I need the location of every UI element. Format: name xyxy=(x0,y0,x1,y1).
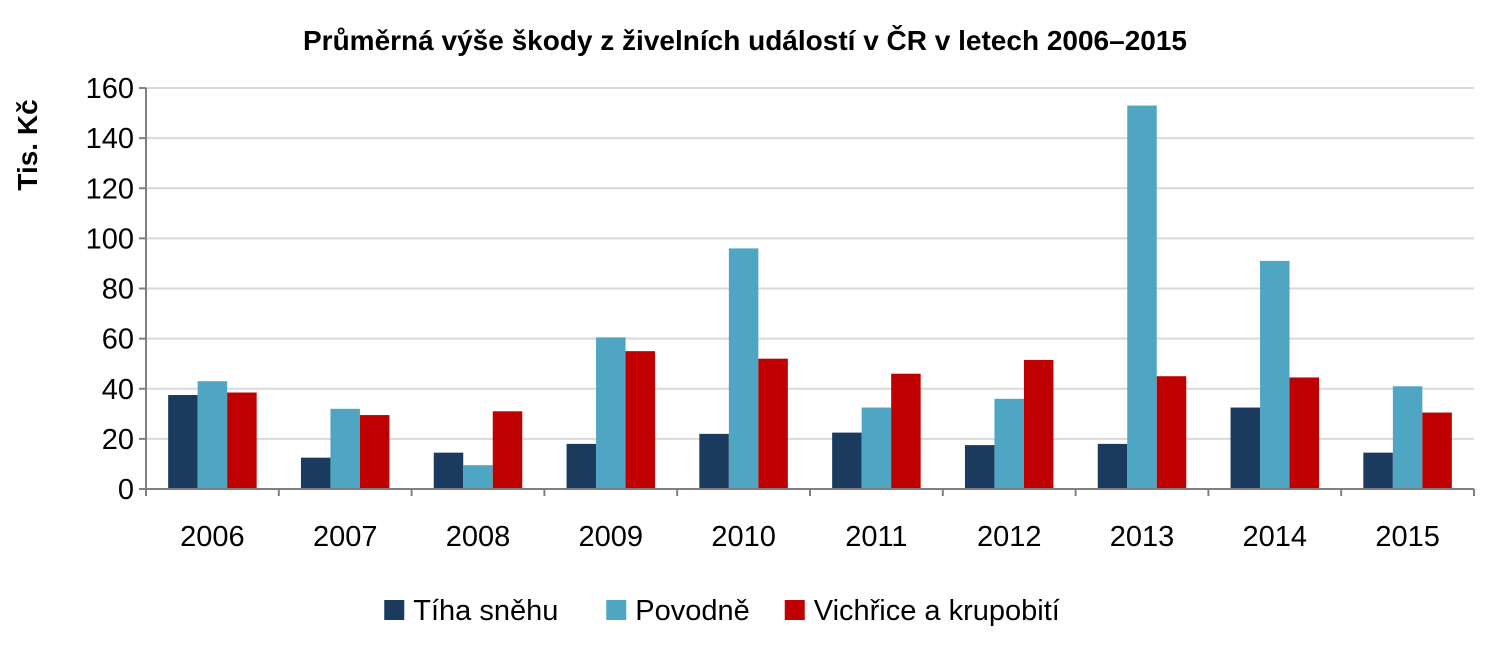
legend: Tíha sněhu Povodně Vichřice a krupobití xyxy=(384,595,1060,627)
bar xyxy=(168,395,198,489)
x-tick-label: 2013 xyxy=(1110,521,1175,553)
bar xyxy=(227,392,257,489)
axes: 0 20 40 60 80 100 120 140 160 2006 2007 2008 2009 201… xyxy=(86,73,1475,553)
y-tick-label: 140 xyxy=(86,123,134,155)
x-tick-label: 2008 xyxy=(446,521,511,553)
bar xyxy=(492,411,523,489)
bar xyxy=(566,443,597,489)
legend-label: Vichřice a krupobití xyxy=(814,595,1060,627)
bar xyxy=(891,373,921,489)
bar xyxy=(728,248,759,489)
x-tick-label: 2009 xyxy=(579,521,644,553)
bar xyxy=(300,457,331,489)
bar xyxy=(1289,377,1320,489)
bars xyxy=(168,105,1452,489)
bar xyxy=(1097,443,1128,489)
legend-label: Tíha sněhu xyxy=(413,595,558,627)
bar xyxy=(1230,407,1261,489)
y-tick-label: 100 xyxy=(86,223,134,255)
bar xyxy=(964,445,995,489)
y-tick-label: 20 xyxy=(102,424,134,456)
y-axis-label: Tis. Kč xyxy=(12,99,43,190)
x-tick-label: 2012 xyxy=(977,521,1042,553)
x-tick-label: 2007 xyxy=(313,521,378,553)
bar xyxy=(359,415,390,489)
bar xyxy=(861,407,892,489)
y-tick-label: 80 xyxy=(102,274,134,306)
x-tick-label: 2011 xyxy=(845,521,907,553)
bar xyxy=(1156,376,1187,489)
bar xyxy=(330,408,360,489)
bar xyxy=(1422,412,1452,489)
bar xyxy=(1127,105,1157,489)
x-tick-label: 2014 xyxy=(1243,521,1308,553)
bar xyxy=(758,358,788,489)
bar xyxy=(1392,386,1423,489)
bar xyxy=(463,465,493,489)
x-tick-label: 2006 xyxy=(180,521,245,553)
y-tick-label: 40 xyxy=(102,374,134,406)
bar xyxy=(1363,452,1393,489)
bar xyxy=(433,452,464,489)
gridlines xyxy=(146,87,1474,440)
bar xyxy=(197,381,228,489)
chart-title: Průměrná výše škody z živelních událostí… xyxy=(303,24,1187,56)
bar xyxy=(625,351,656,489)
bar xyxy=(1260,260,1290,489)
y-tick-label: 60 xyxy=(102,324,134,356)
bar xyxy=(832,432,862,489)
bar xyxy=(699,433,729,489)
y-tick-label: 0 xyxy=(118,474,134,506)
y-tick-label: 120 xyxy=(86,173,134,205)
legend-swatch xyxy=(784,600,805,620)
bar xyxy=(596,337,626,489)
bar xyxy=(1023,359,1054,489)
legend-swatch xyxy=(606,600,627,620)
x-tick-label: 2015 xyxy=(1375,521,1440,553)
legend-label: Povodně xyxy=(635,595,750,627)
y-tick-label: 160 xyxy=(86,73,134,105)
legend-swatch xyxy=(384,600,405,620)
x-tick-label: 2010 xyxy=(711,521,776,553)
bar xyxy=(994,398,1024,489)
